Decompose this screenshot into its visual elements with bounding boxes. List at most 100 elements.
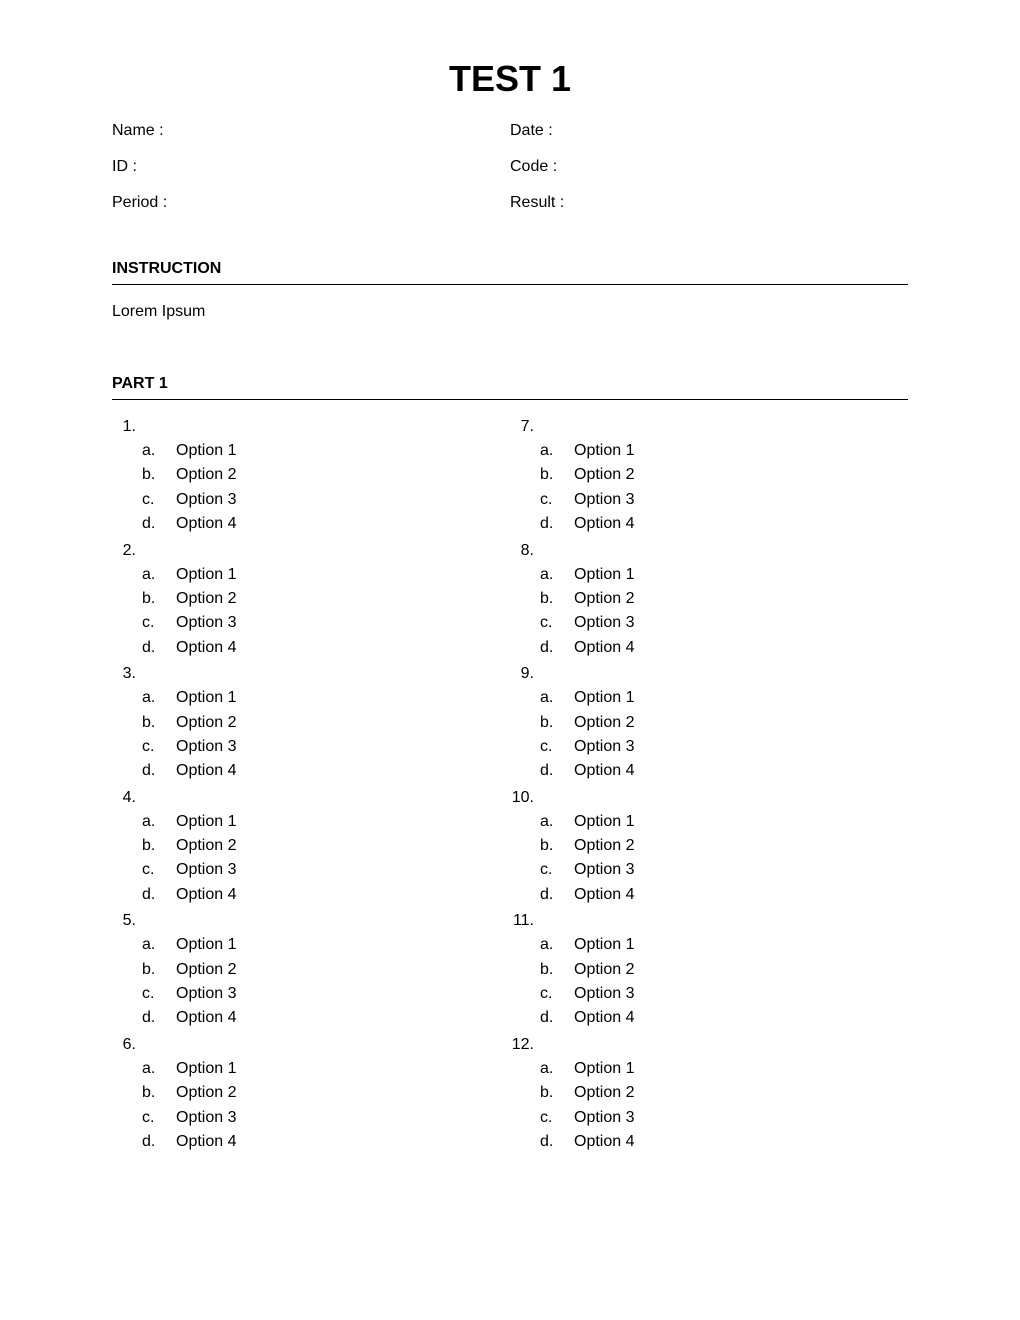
option-row: b.Option 2: [112, 588, 510, 610]
option-row: b. Option 2: [112, 959, 510, 981]
id-label: ID :: [112, 158, 510, 176]
option-text: Option 3: [176, 983, 236, 1005]
option-row: a.Option 1: [510, 440, 908, 462]
option-letter: b.: [540, 712, 564, 734]
option-letter: c.: [142, 859, 166, 881]
question-number: 11.: [510, 912, 540, 930]
option-row: a.Option 1: [112, 811, 510, 833]
period-label: Period :: [112, 194, 510, 212]
option-text: Option 3: [574, 983, 634, 1005]
option-text: Option 3: [176, 1107, 236, 1129]
option-letter: a.: [540, 1058, 564, 1080]
option-row: b.Option 2: [510, 835, 908, 857]
instruction-heading: INSTRUCTION: [112, 260, 908, 285]
option-letter: b.: [142, 588, 166, 610]
option-letter: a.: [540, 564, 564, 586]
question: 11.a. Option 1 b.Option 2c.Option 3d. Optio…: [510, 912, 908, 1032]
question: 5.a.Option 1b.Option 2c.Option 3d.Option…: [112, 912, 510, 1032]
page-title: TEST 1: [112, 58, 908, 100]
option-letter: c.: [142, 612, 166, 634]
part1-heading: PART 1: [112, 375, 908, 400]
option-row: c.Option 3: [112, 859, 510, 881]
questions-container: 1.a.Option 1b.Option 2c.Option 3d.Option…: [112, 418, 908, 1159]
question-number: 3.: [112, 665, 142, 683]
option-text: Option 1: [176, 564, 236, 586]
option-text: Option 2: [176, 712, 236, 734]
option-row: b.Option 2: [510, 588, 908, 610]
option-row: c.Option 3: [510, 983, 908, 1005]
option-row: a.Option 1: [510, 687, 908, 709]
option-letter: c.: [540, 489, 564, 511]
option-letter: d.: [540, 760, 564, 782]
question: 2.a.Option 1b.Option 2c.Option 3d.Option…: [112, 542, 510, 662]
option-letter: d.: [540, 1007, 564, 1029]
option-letter: d.: [142, 513, 166, 535]
question-number: 8.: [510, 542, 540, 560]
options-list: a.Option 1b.Option 2c.Option 3d.Option 4: [510, 1058, 908, 1154]
option-row: d.Option 4: [112, 1007, 510, 1029]
option-letter: a.: [540, 687, 564, 709]
option-text: Option 1: [574, 811, 634, 833]
option-letter: d.: [540, 513, 564, 535]
option-text: Option 4: [176, 513, 236, 535]
option-text: Option 4: [574, 513, 634, 535]
options-list: a.Option 1b.Option 2c.Option 3d.Option 4: [112, 687, 510, 783]
option-text: Option 3: [176, 736, 236, 758]
option-text: Option 4: [574, 884, 634, 906]
option-letter: c.: [540, 612, 564, 634]
option-letter: b.: [142, 835, 166, 857]
question: 1.a.Option 1b.Option 2c.Option 3d.Option…: [112, 418, 510, 538]
option-text: Option 1: [574, 934, 634, 956]
option-row: d. Option 4: [510, 884, 908, 906]
date-label: Date :: [510, 122, 908, 140]
option-letter: d.: [540, 884, 564, 906]
option-letter: c.: [142, 1107, 166, 1129]
option-row: c.Option 3: [112, 489, 510, 511]
result-label: Result :: [510, 194, 908, 212]
option-letter: b.: [142, 959, 166, 981]
questions-column-right: 7.a.Option 1b.Option 2c.Option 3d.Option…: [510, 418, 908, 1159]
option-row: c.Option 3: [510, 1107, 908, 1129]
option-text: Option 3: [574, 1107, 634, 1129]
options-list: a.Option 1b.Option 2c.Option 3d.Option 4: [112, 934, 510, 1030]
option-letter: c.: [540, 859, 564, 881]
option-letter: b.: [540, 959, 564, 981]
option-row: b.Option 2: [510, 464, 908, 486]
option-row: b. Option 2: [510, 712, 908, 734]
options-list: a.Option 1b.Option 2c.Option 3d.Option 4: [112, 440, 510, 536]
question-number: 6.: [112, 1036, 142, 1054]
option-text: Option 4: [176, 884, 236, 906]
question-number: 12.: [510, 1036, 540, 1054]
option-text: Option 2: [176, 959, 236, 981]
option-row: a.Option 1: [510, 811, 908, 833]
question: 6.a.Option 1b.Option 2c.Option 3d.Option…: [112, 1036, 510, 1156]
option-row: a. Option 1: [510, 934, 908, 956]
option-row: d. Option 4: [112, 513, 510, 535]
questions-column-left: 1.a.Option 1b.Option 2c.Option 3d.Option…: [112, 418, 510, 1159]
option-row: b.Option 2: [510, 959, 908, 981]
option-letter: c.: [142, 489, 166, 511]
option-text: Option 1: [176, 1058, 236, 1080]
options-list: a.Option 1b.Option 2c.Option 3d.Option 4: [112, 811, 510, 907]
option-text: Option 2: [574, 712, 634, 734]
option-text: Option 4: [574, 637, 634, 659]
option-row: a.Option 1: [112, 687, 510, 709]
option-text: Option 1: [176, 687, 236, 709]
option-row: c.Option 3: [510, 612, 908, 634]
option-text: Option 1: [176, 440, 236, 462]
option-text: Option 3: [574, 859, 634, 881]
option-letter: b.: [142, 1082, 166, 1104]
option-row: b. Option 2: [510, 1082, 908, 1104]
option-row: d.Option 4: [510, 760, 908, 782]
option-row: a.Option 1: [112, 934, 510, 956]
option-letter: b.: [540, 1082, 564, 1104]
question: 12.a.Option 1b.Option 2c.Option 3d.Optio…: [510, 1036, 908, 1156]
name-label: Name :: [112, 122, 510, 140]
option-letter: a.: [540, 934, 564, 956]
options-list: a.Option 1b.Option 2c.Option 3d.Option 4: [112, 564, 510, 660]
option-text: Option 4: [176, 1131, 236, 1153]
header-fields: Name : Date : ID : Code : Period : Resul…: [112, 122, 908, 212]
option-text: Option 2: [574, 588, 634, 610]
option-row: b.Option 2: [112, 1082, 510, 1104]
option-text: Option 2: [574, 1082, 634, 1104]
